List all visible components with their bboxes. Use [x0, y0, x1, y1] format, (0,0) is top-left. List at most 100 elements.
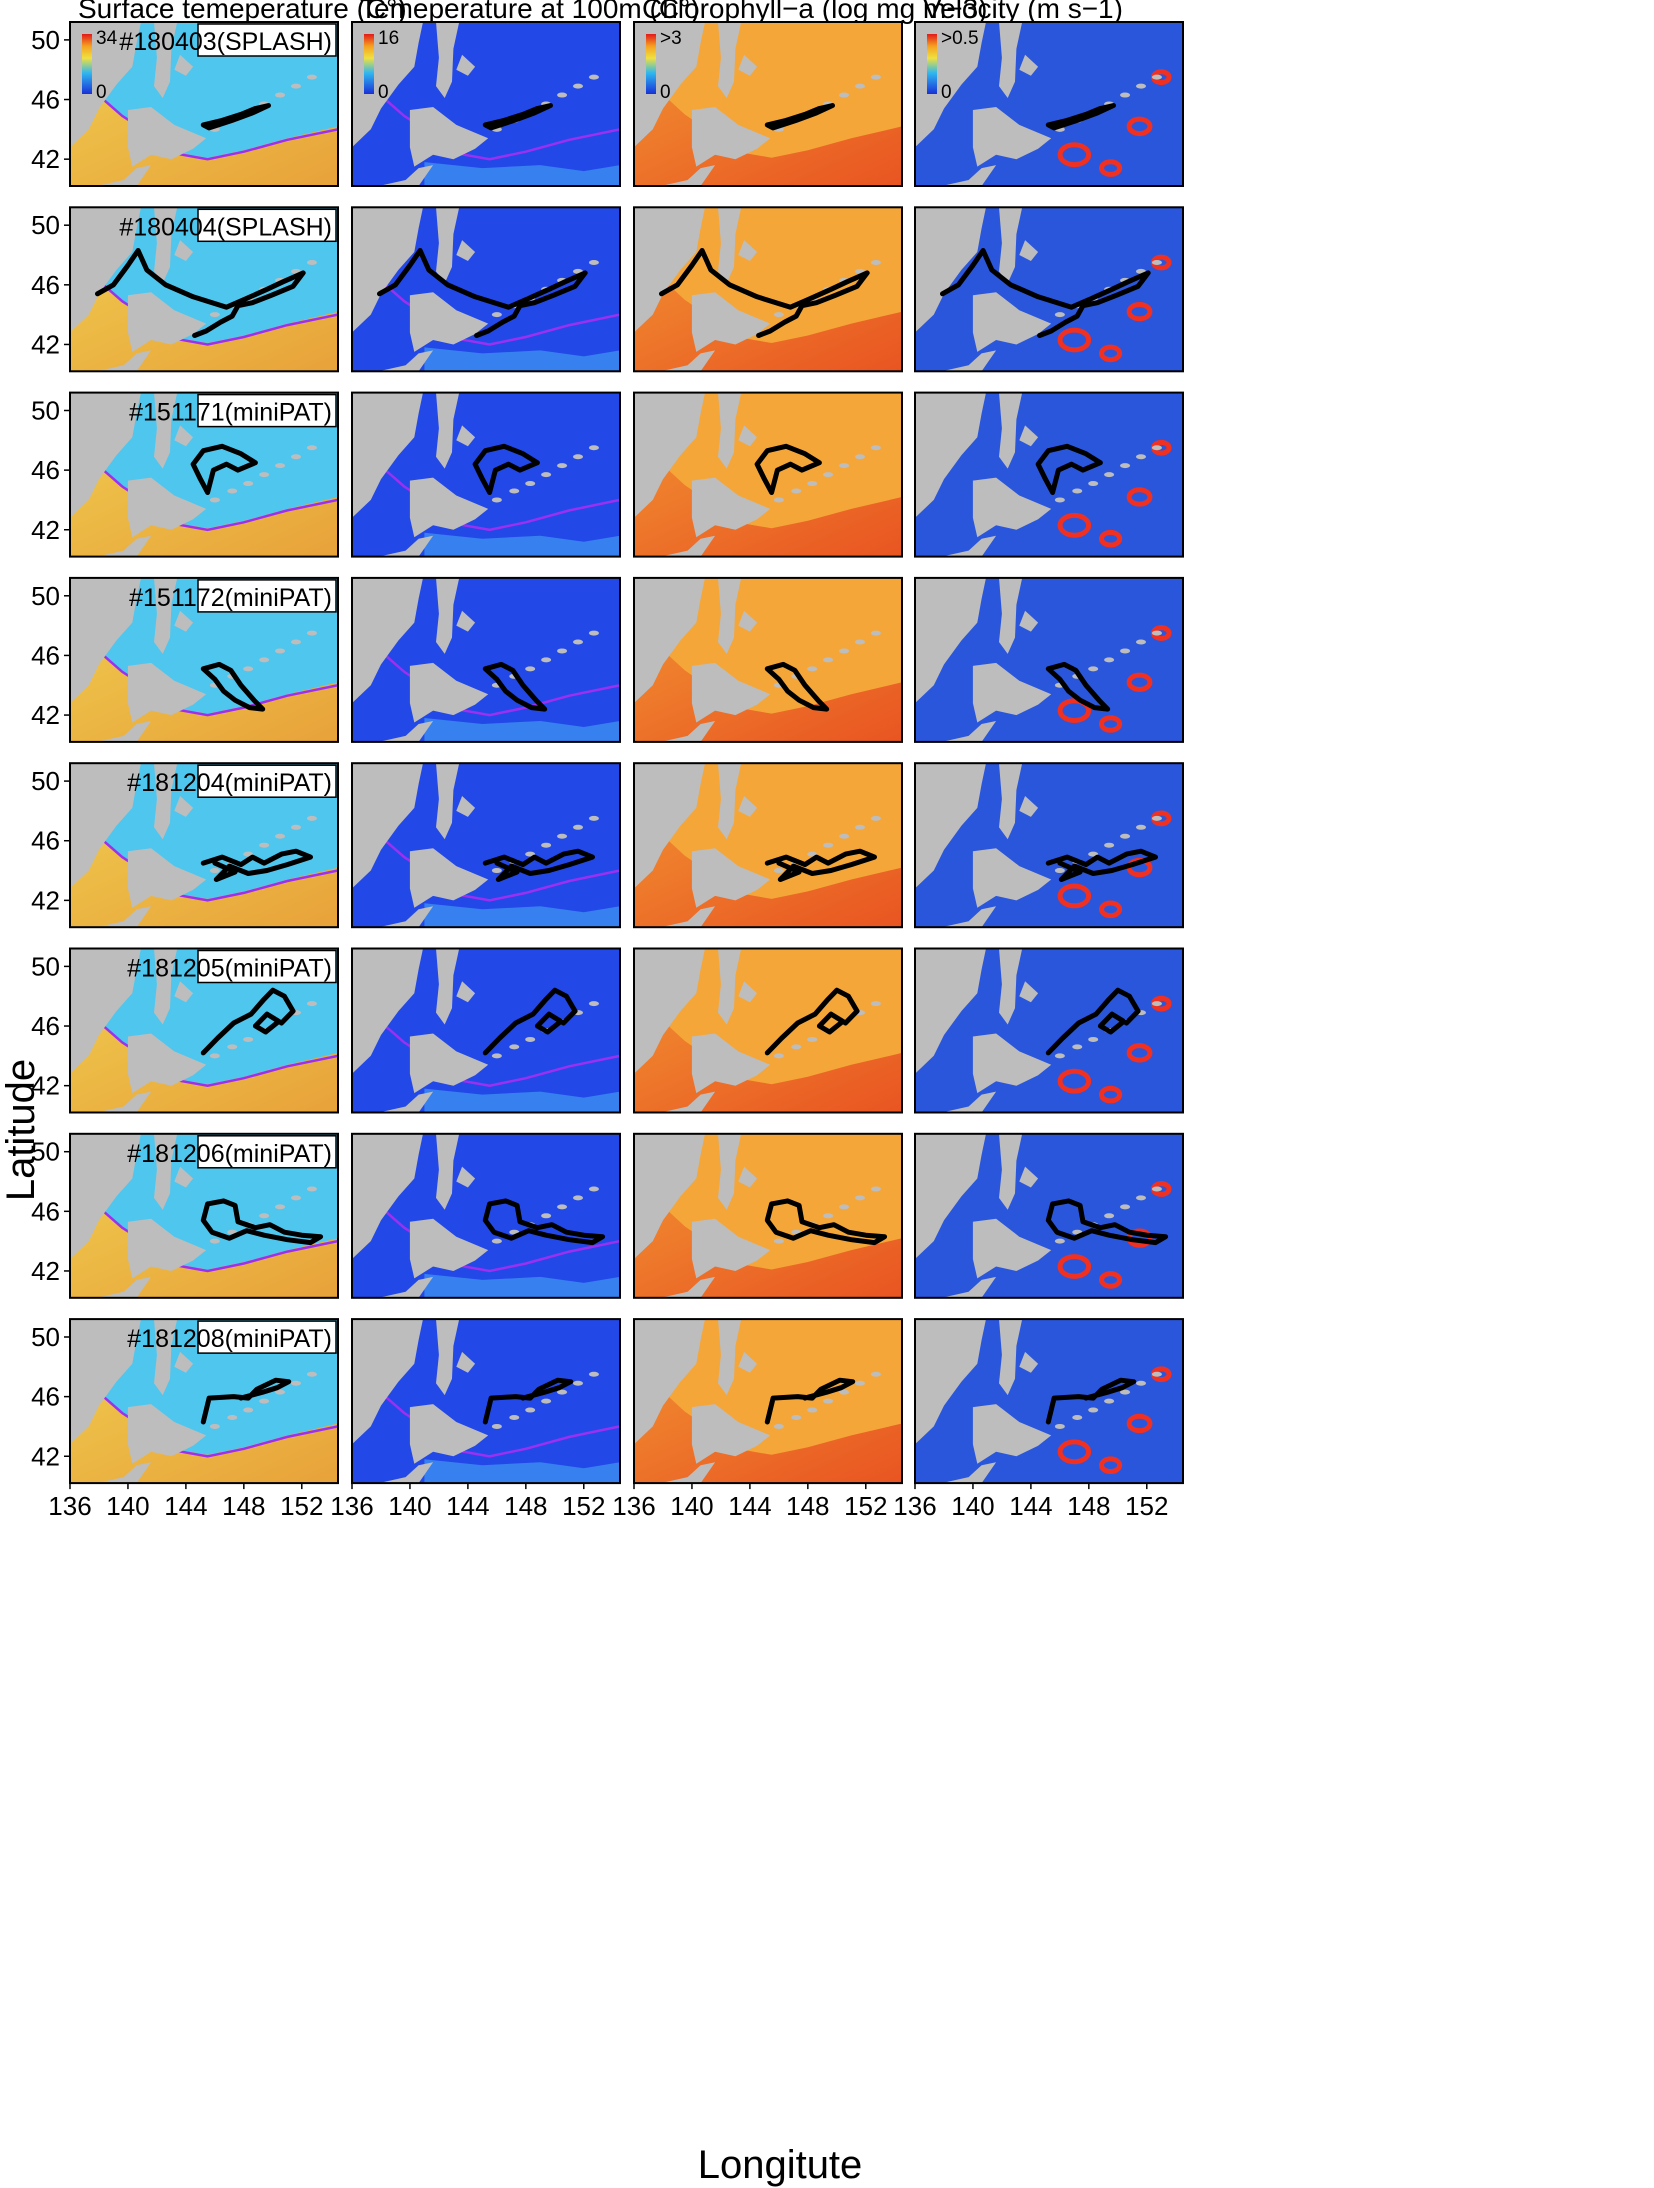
island — [275, 92, 286, 98]
island — [1151, 74, 1162, 80]
land — [634, 763, 705, 889]
island — [588, 445, 599, 451]
island — [1151, 259, 1162, 265]
eddy — [1126, 1413, 1153, 1434]
map-panel — [633, 947, 903, 1114]
column-title: Chlorophyll−a (log mg m−3) — [642, 0, 988, 24]
island — [275, 1204, 286, 1210]
island — [572, 639, 583, 645]
tag-label: #181204(miniPAT) — [127, 769, 332, 797]
warm-patch — [424, 903, 620, 928]
land — [634, 165, 716, 186]
lon-tick-label: 140 — [106, 1491, 149, 1521]
land — [634, 577, 705, 704]
land — [999, 577, 1023, 654]
lat-tick-label: 42 — [31, 700, 60, 730]
island — [1072, 488, 1083, 494]
island — [1088, 481, 1099, 487]
panel-frame — [914, 1132, 1184, 1299]
column-title: Surface temeperature (C°) — [78, 0, 407, 24]
lat-tick-label: 46 — [31, 1382, 60, 1412]
island — [259, 1398, 270, 1404]
map-panel — [351, 947, 621, 1114]
island — [227, 1415, 238, 1420]
island — [1072, 1044, 1083, 1050]
map-panel — [633, 762, 903, 929]
fish-track — [1045, 1377, 1137, 1425]
island — [773, 497, 784, 503]
island — [525, 666, 536, 672]
eddy — [1098, 529, 1123, 548]
land — [972, 848, 1052, 908]
island — [1054, 1053, 1065, 1059]
eddy — [1057, 327, 1092, 353]
column-title: Velocity (m s−1) — [923, 0, 1123, 24]
island — [854, 1380, 865, 1386]
map-panel: #180404(SPLASH) 42 46 50 — [31, 206, 339, 373]
land — [127, 477, 207, 538]
lat-tick-label: 46 — [31, 85, 60, 115]
land — [1019, 425, 1039, 447]
eddy — [1057, 512, 1092, 538]
island — [1104, 657, 1115, 663]
land — [352, 906, 434, 928]
island — [839, 92, 850, 98]
land — [915, 392, 986, 518]
lat-tick-label: 46 — [31, 826, 60, 856]
lat-tick-label: 50 — [31, 395, 60, 425]
fish-track — [482, 987, 578, 1056]
land — [436, 1133, 460, 1210]
panel-frame — [914, 1318, 1184, 1485]
land — [456, 1351, 476, 1373]
colorbar-max-label: 16 — [378, 28, 399, 49]
island — [541, 657, 552, 663]
panel-frame — [69, 576, 339, 743]
island — [1120, 92, 1131, 98]
eddy — [1098, 159, 1123, 177]
land — [738, 425, 758, 447]
island — [807, 481, 818, 487]
map-panel: #151171(miniPAT) 42 46 50 — [31, 391, 339, 558]
warm-patch — [424, 718, 620, 742]
fish-track — [377, 248, 588, 338]
land — [436, 207, 460, 284]
land — [738, 240, 758, 261]
land — [436, 1319, 460, 1396]
land — [691, 1404, 771, 1464]
eddy — [1057, 1254, 1092, 1279]
land — [174, 981, 194, 1003]
land — [352, 577, 423, 704]
lon-tick-label: 152 — [280, 1491, 323, 1521]
land — [691, 107, 771, 167]
map-panel — [351, 206, 621, 373]
colorbar — [646, 34, 656, 94]
panel-frame — [69, 1318, 339, 1485]
land — [352, 535, 434, 557]
map-panel — [914, 576, 1184, 743]
land — [70, 1091, 152, 1113]
island — [823, 842, 834, 848]
land — [634, 392, 705, 518]
island — [1135, 1380, 1146, 1386]
land — [352, 165, 434, 186]
island — [807, 1407, 818, 1413]
island — [290, 1380, 301, 1386]
lon-tick-label: 152 — [1125, 1491, 1168, 1521]
land — [634, 906, 716, 928]
colorbar-min-label: 0 — [378, 82, 389, 103]
colorbar — [364, 34, 374, 94]
island — [1135, 824, 1146, 830]
island — [1120, 1204, 1131, 1210]
land — [96, 1462, 152, 1484]
island — [209, 1423, 220, 1429]
land — [174, 1166, 194, 1188]
colorbar-min-label: 0 — [96, 82, 107, 103]
land — [352, 1133, 423, 1259]
fish-track — [1045, 987, 1141, 1056]
island — [588, 74, 599, 80]
panel-frame — [351, 206, 621, 373]
fish-track — [764, 1377, 856, 1425]
island — [1135, 454, 1146, 460]
land — [1019, 54, 1039, 76]
land — [436, 577, 460, 654]
